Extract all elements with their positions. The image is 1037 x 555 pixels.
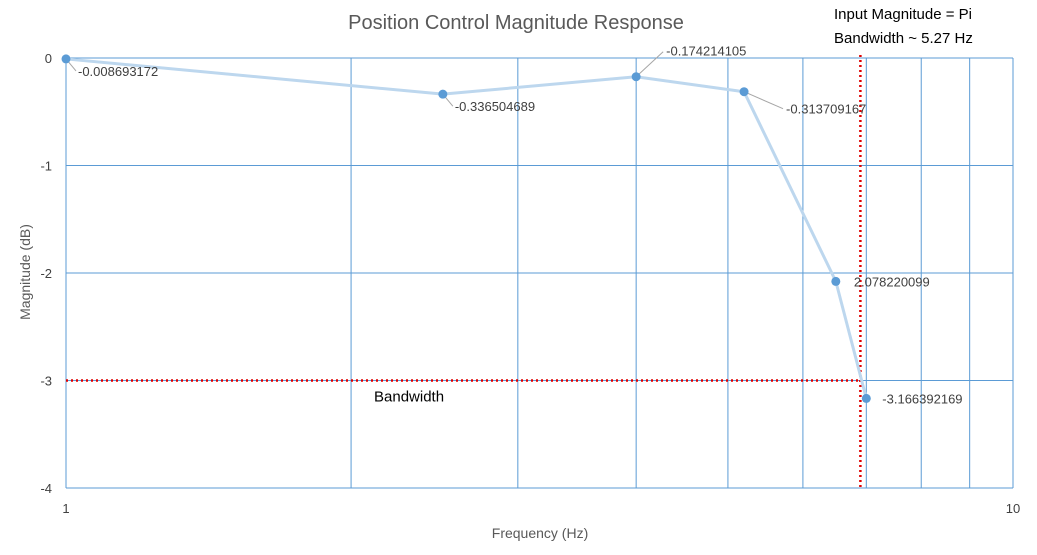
input-magnitude-note: Input Magnitude = Pi <box>834 6 972 23</box>
data-point <box>438 89 448 99</box>
bandwidth-frequency-note: Bandwidth ~ 5.27 Hz <box>834 30 973 47</box>
y-tick-label: -2 <box>40 266 52 281</box>
data-label: -3.166392169 <box>882 391 962 406</box>
data-label: 2.078220099 <box>854 274 930 289</box>
series-line <box>65 57 868 399</box>
data-point <box>631 72 641 82</box>
y-tick-label: -3 <box>40 374 52 389</box>
data-points: -0.008693172 -0.336504689 -0.174214105 -0.3… <box>61 44 963 406</box>
data-label-leader <box>743 91 784 110</box>
y-tick-label: -1 <box>40 159 52 174</box>
x-tick-label: 10 <box>1006 501 1020 516</box>
bandwidth-label: Bandwidth <box>374 389 444 406</box>
data-label: -0.174214105 <box>666 44 746 59</box>
data-point <box>61 54 71 64</box>
data-label: -0.313709167 <box>786 102 866 117</box>
data-point <box>739 87 749 97</box>
y-tick-label: 0 <box>45 51 52 66</box>
y-axis-label: Magnitude (dB) <box>17 224 33 320</box>
x-tick-labels: 1 10 <box>62 501 1020 516</box>
x-axis-label: Frequency (Hz) <box>492 525 588 541</box>
data-label: -0.008693172 <box>78 64 158 79</box>
x-tick-label: 1 <box>62 501 69 516</box>
y-tick-labels: 0 -1 -2 -3 -4 <box>40 51 52 496</box>
data-point <box>831 276 841 286</box>
data-label: -0.336504689 <box>455 99 535 114</box>
data-point <box>861 393 871 403</box>
y-tick-label: -4 <box>40 481 52 496</box>
gridlines <box>65 57 1014 489</box>
data-label-leader <box>635 51 664 78</box>
chart-title: Position Control Magnitude Response <box>348 12 684 34</box>
